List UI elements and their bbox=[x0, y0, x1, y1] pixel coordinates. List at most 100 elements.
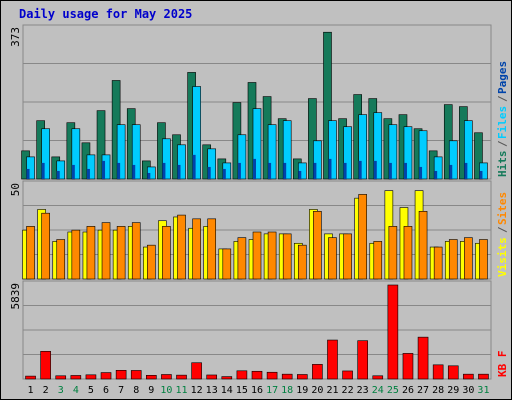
bar-files bbox=[56, 160, 66, 180]
x-tick-label: 22 bbox=[342, 385, 354, 396]
bar-hits bbox=[474, 132, 483, 180]
bar-sites bbox=[448, 239, 458, 280]
bar-pages bbox=[328, 158, 332, 179]
x-tick-label: 9 bbox=[148, 385, 154, 396]
bar-pages bbox=[358, 160, 362, 179]
x-tick-label: 28 bbox=[432, 385, 444, 396]
hits_files_pages-legend-separator: / bbox=[496, 140, 509, 147]
x-tick-label: 16 bbox=[251, 385, 263, 396]
kbytes-ytick-label: 5839 bbox=[9, 283, 22, 310]
bar-kbytes bbox=[221, 376, 233, 380]
bar-pages bbox=[268, 162, 272, 179]
bar-pages bbox=[373, 160, 377, 179]
bar-kbytes bbox=[387, 284, 399, 380]
bar-pages bbox=[237, 162, 241, 179]
bar-sites bbox=[192, 218, 201, 280]
x-tick-label: 6 bbox=[103, 385, 109, 396]
bar-pages bbox=[132, 164, 136, 179]
bar-sites bbox=[358, 194, 367, 280]
bar-sites bbox=[101, 222, 111, 280]
bar-sites bbox=[282, 233, 292, 280]
bar-files bbox=[358, 114, 367, 180]
x-tick-label: 30 bbox=[462, 385, 474, 396]
bar-pages bbox=[192, 154, 196, 179]
bar-files bbox=[313, 140, 322, 180]
bar-pages bbox=[419, 166, 423, 179]
bar-files bbox=[147, 166, 156, 180]
x-tick-label: 13 bbox=[206, 385, 218, 396]
bar-files bbox=[131, 124, 141, 180]
bar-pages bbox=[102, 160, 106, 179]
x-tick-label: 7 bbox=[118, 385, 124, 396]
bar-kbytes bbox=[478, 373, 489, 380]
bar-files bbox=[433, 156, 443, 180]
bar-kbytes bbox=[130, 370, 142, 380]
bar-sites bbox=[313, 211, 322, 280]
bar-sites bbox=[116, 226, 126, 280]
kbytes-legend-kb-f: KB F bbox=[496, 351, 509, 378]
bar-kbytes bbox=[100, 372, 112, 380]
bar-sites bbox=[479, 239, 488, 280]
x-tick-label: 18 bbox=[281, 385, 293, 396]
x-tick-label: 15 bbox=[236, 385, 248, 396]
bar-kbytes bbox=[372, 375, 384, 380]
bar-pages bbox=[162, 162, 166, 179]
bar-files bbox=[343, 126, 352, 180]
bar-files bbox=[177, 144, 186, 180]
bar-kbytes bbox=[161, 374, 172, 380]
bar-files bbox=[192, 86, 201, 180]
bar-sites bbox=[267, 231, 277, 280]
bar-sites bbox=[147, 244, 156, 280]
bar-sites bbox=[343, 233, 352, 280]
bar-sites bbox=[252, 231, 262, 280]
bar-sites bbox=[388, 226, 398, 280]
chart-title: Daily usage for May 2025 bbox=[19, 7, 193, 21]
x-tick-label: 23 bbox=[357, 385, 369, 396]
bar-pages bbox=[449, 164, 453, 179]
bar-hits bbox=[96, 110, 106, 180]
bar-files bbox=[116, 124, 126, 180]
visits_sites-legend-separator: / bbox=[496, 226, 509, 233]
x-tick-label: 27 bbox=[417, 385, 429, 396]
bar-files bbox=[162, 138, 171, 180]
bar-sites bbox=[56, 239, 66, 280]
bar-kbytes bbox=[296, 374, 308, 380]
visits_sites-legend-visits: Visits bbox=[496, 237, 509, 277]
bar-kbytes bbox=[115, 370, 127, 380]
x-tick-label: 4 bbox=[73, 385, 79, 396]
bar-pages bbox=[479, 170, 483, 179]
x-tick-label: 19 bbox=[296, 385, 308, 396]
x-tick-label: 17 bbox=[266, 385, 278, 396]
bar-kbytes bbox=[266, 371, 278, 380]
bar-sites bbox=[237, 237, 247, 280]
bar-pages bbox=[56, 170, 60, 179]
x-tick-label: 11 bbox=[175, 385, 187, 396]
bar-files bbox=[252, 108, 262, 180]
x-tick-label: 31 bbox=[477, 385, 489, 396]
bar-pages bbox=[117, 162, 121, 179]
visits_sites-legend-sites: Sites bbox=[496, 192, 509, 225]
bar-sites bbox=[177, 214, 186, 280]
bar-hits bbox=[323, 31, 332, 180]
bar-kbytes bbox=[402, 353, 414, 380]
bar-sites bbox=[26, 226, 35, 280]
bar-files bbox=[418, 130, 428, 180]
bar-kbytes bbox=[85, 374, 97, 380]
bar-files bbox=[464, 120, 473, 180]
bar-kbytes bbox=[25, 375, 36, 380]
bar-files bbox=[26, 156, 35, 180]
bar-pages bbox=[388, 162, 392, 179]
bar-pages bbox=[464, 162, 468, 179]
x-tick-label: 8 bbox=[133, 385, 139, 396]
bar-sites bbox=[328, 237, 337, 280]
bar-pages bbox=[207, 166, 211, 179]
bar-kbytes bbox=[236, 370, 248, 380]
bar-kbytes bbox=[40, 351, 51, 380]
hits_files_pages-legend-pages: Pages bbox=[496, 61, 509, 94]
bar-sites bbox=[297, 244, 307, 280]
bar-pages bbox=[403, 162, 407, 179]
bar-kbytes bbox=[357, 340, 368, 380]
bar-kbytes bbox=[447, 365, 459, 380]
bar-kbytes bbox=[281, 373, 293, 380]
